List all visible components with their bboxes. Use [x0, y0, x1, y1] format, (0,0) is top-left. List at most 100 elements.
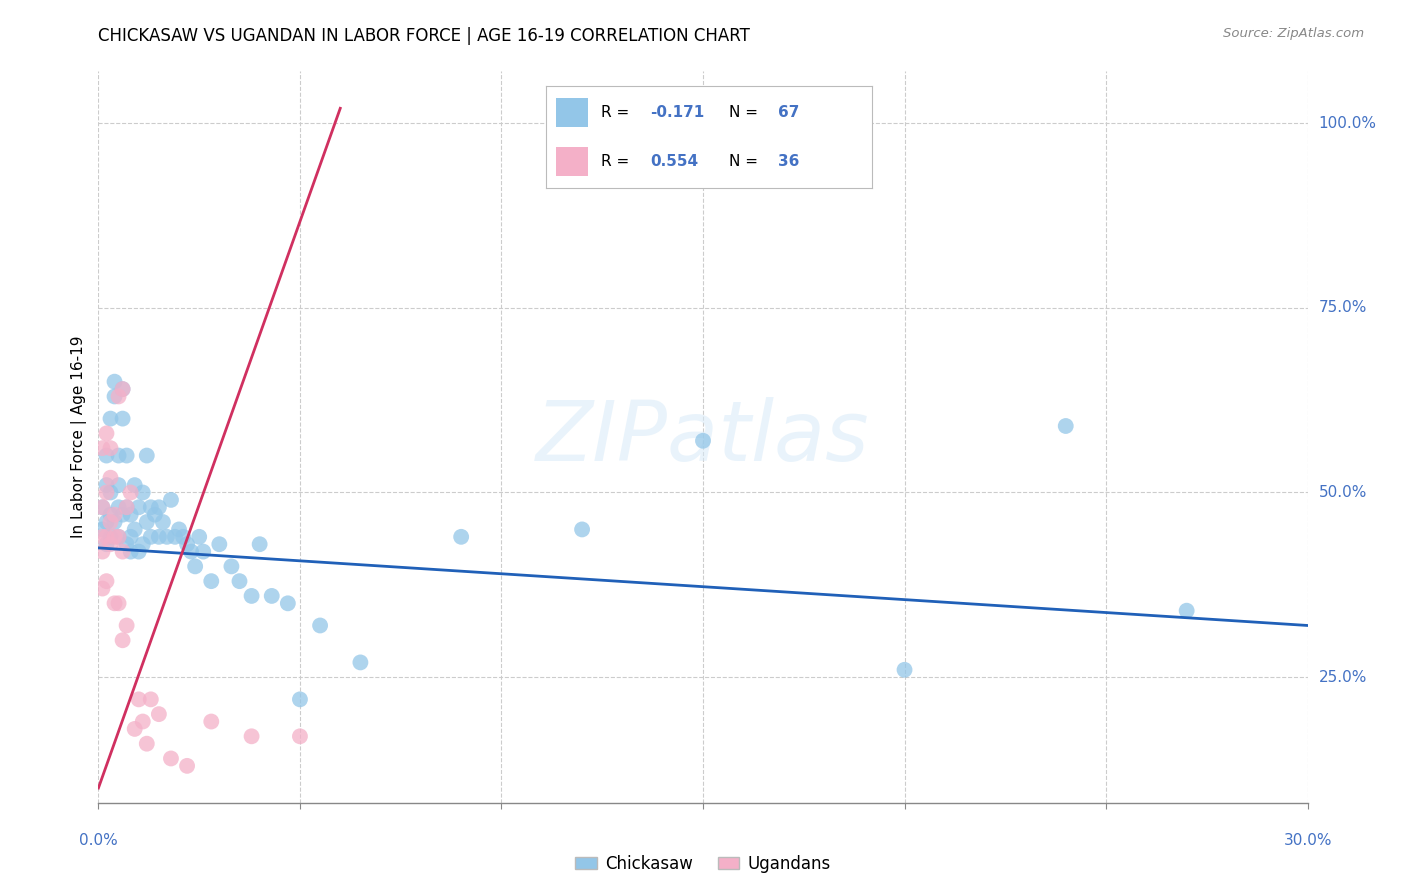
Point: [260, 589, 283, 603]
Point: [156, 530, 179, 544]
Point: [124, 478, 146, 492]
Point: [135, 449, 157, 463]
Point: [111, 633, 134, 648]
Point: [107, 389, 129, 403]
Point: [692, 434, 714, 448]
Point: [115, 537, 138, 551]
Point: [120, 508, 142, 522]
Point: [111, 382, 134, 396]
Point: [135, 737, 157, 751]
Point: [124, 523, 146, 537]
Text: 75.0%: 75.0%: [1319, 301, 1367, 315]
Point: [107, 500, 129, 515]
Point: [240, 729, 263, 743]
Y-axis label: In Labor Force | Age 16-19: In Labor Force | Age 16-19: [72, 335, 87, 539]
Text: 25.0%: 25.0%: [1319, 670, 1367, 685]
Point: [103, 375, 125, 389]
Point: [167, 523, 190, 537]
Text: 50.0%: 50.0%: [1319, 485, 1367, 500]
Point: [1175, 604, 1198, 618]
Point: [100, 441, 122, 455]
Point: [91, 500, 114, 515]
Point: [120, 544, 142, 558]
Point: [893, 663, 915, 677]
Point: [200, 714, 222, 729]
Point: [160, 751, 183, 765]
Point: [450, 530, 472, 544]
Point: [96, 485, 118, 500]
Point: [188, 530, 211, 544]
Point: [288, 729, 311, 743]
Point: [128, 500, 150, 515]
Point: [163, 530, 186, 544]
Point: [91, 441, 114, 455]
Point: [107, 596, 129, 610]
Point: [139, 500, 162, 515]
Text: 30.0%: 30.0%: [1284, 833, 1331, 848]
Point: [91, 544, 114, 558]
Point: [100, 485, 122, 500]
Point: [228, 574, 250, 589]
Point: [91, 530, 114, 544]
Point: [240, 589, 263, 603]
Point: [96, 478, 118, 492]
Point: [115, 618, 138, 632]
Point: [139, 692, 162, 706]
Point: [111, 544, 134, 558]
Point: [96, 530, 118, 544]
Point: [107, 530, 129, 544]
Point: [249, 537, 271, 551]
Point: [277, 596, 299, 610]
Point: [103, 596, 125, 610]
Point: [148, 530, 170, 544]
Point: [309, 618, 332, 632]
Point: [111, 382, 134, 396]
Point: [111, 411, 134, 425]
Point: [115, 500, 138, 515]
Point: [91, 500, 114, 515]
Point: [103, 389, 125, 403]
Point: [103, 530, 125, 544]
Point: [143, 508, 166, 522]
Point: [115, 449, 138, 463]
Text: CHICKASAW VS UGANDAN IN LABOR FORCE | AGE 16-19 CORRELATION CHART: CHICKASAW VS UGANDAN IN LABOR FORCE | AG…: [98, 27, 751, 45]
Text: 100.0%: 100.0%: [1319, 116, 1376, 130]
Point: [200, 574, 222, 589]
Point: [132, 485, 155, 500]
Text: Source: ZipAtlas.com: Source: ZipAtlas.com: [1223, 27, 1364, 40]
Point: [100, 471, 122, 485]
Point: [208, 537, 231, 551]
Text: ZIPatlas: ZIPatlas: [536, 397, 870, 477]
Point: [176, 537, 198, 551]
Point: [1054, 419, 1077, 434]
Point: [96, 574, 118, 589]
Point: [96, 537, 118, 551]
Point: [160, 492, 183, 507]
Point: [132, 714, 155, 729]
Point: [96, 449, 118, 463]
Point: [96, 426, 118, 441]
Point: [100, 411, 122, 425]
Point: [176, 759, 198, 773]
Point: [100, 508, 122, 522]
Point: [107, 478, 129, 492]
Point: [100, 515, 122, 529]
Point: [152, 515, 174, 529]
Point: [135, 515, 157, 529]
Point: [571, 523, 593, 537]
Point: [115, 500, 138, 515]
Point: [128, 544, 150, 558]
Point: [128, 692, 150, 706]
Point: [221, 559, 243, 574]
Point: [132, 537, 155, 551]
Point: [120, 485, 142, 500]
Point: [120, 530, 142, 544]
Point: [172, 530, 194, 544]
Point: [107, 449, 129, 463]
Point: [148, 707, 170, 722]
Point: [103, 515, 125, 529]
Point: [139, 530, 162, 544]
Point: [124, 722, 146, 736]
Point: [349, 656, 371, 670]
Point: [148, 500, 170, 515]
